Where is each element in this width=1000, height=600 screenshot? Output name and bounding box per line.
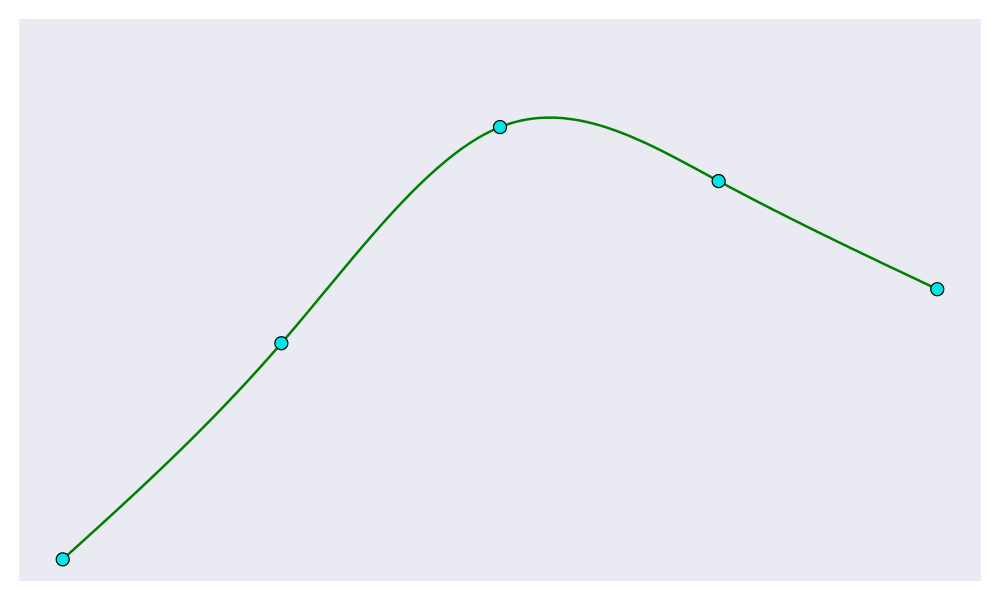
data-point-1 xyxy=(274,336,289,351)
data-point-2 xyxy=(492,119,508,135)
series-layer xyxy=(55,116,945,567)
data-point-0 xyxy=(55,552,70,567)
plot-area xyxy=(19,19,981,581)
data-point-3 xyxy=(711,174,726,189)
data-point-4 xyxy=(930,282,945,297)
